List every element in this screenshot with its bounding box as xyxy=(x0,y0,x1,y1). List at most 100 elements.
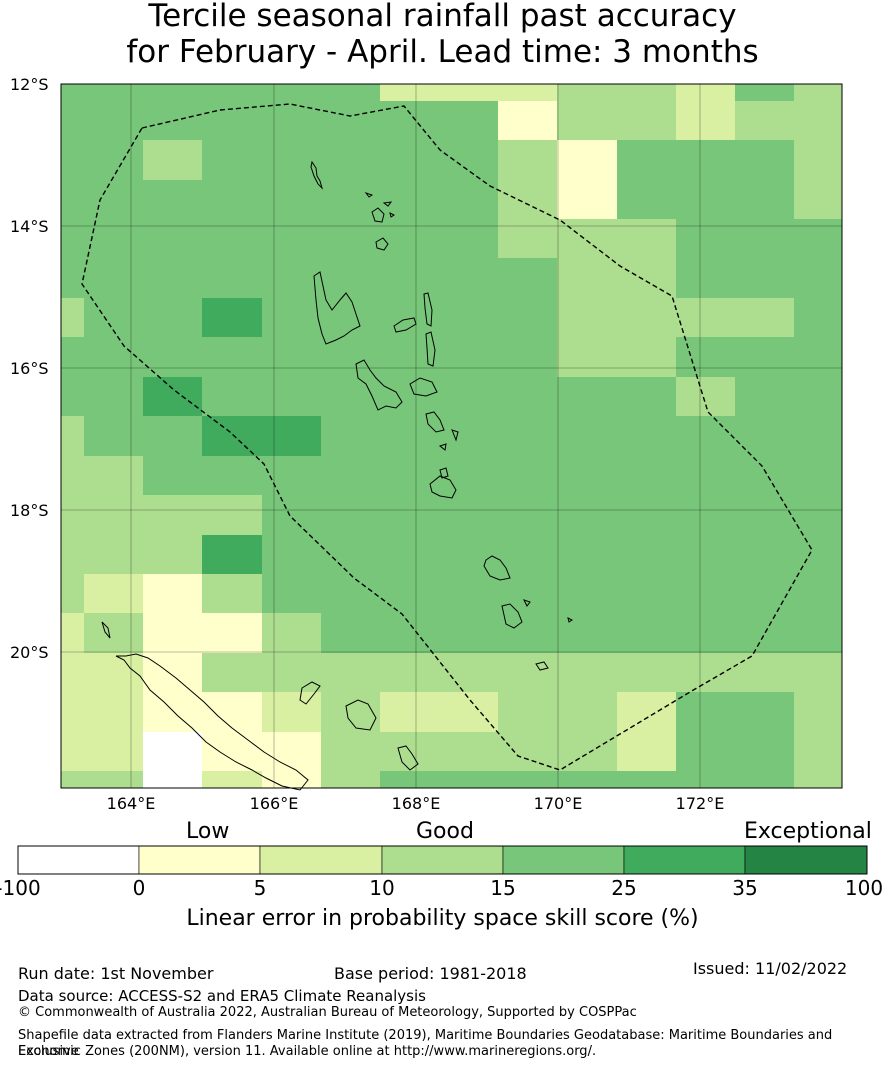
grid-cell xyxy=(380,574,440,614)
grid-cell xyxy=(498,140,558,181)
grid-cell xyxy=(321,692,381,733)
grid-cell xyxy=(557,180,618,220)
grid-cell xyxy=(557,732,618,772)
grid-cell xyxy=(498,456,558,496)
grid-cell xyxy=(557,653,618,693)
grid-cell xyxy=(794,692,843,733)
grid-cell xyxy=(321,180,381,220)
grid-cell xyxy=(84,258,144,299)
grid-cell xyxy=(439,456,499,496)
grid-cell xyxy=(380,337,440,378)
grid-cell xyxy=(143,416,203,457)
grid-cell xyxy=(557,101,618,141)
grid-cell xyxy=(498,298,558,338)
grid-cell xyxy=(735,456,795,496)
colorbar-swatch xyxy=(502,845,625,875)
grid-cell xyxy=(380,84,440,102)
grid-cell xyxy=(61,495,85,536)
legend-category-good: Good xyxy=(416,819,474,844)
grid-cell xyxy=(735,574,795,614)
grid-cell xyxy=(735,613,795,654)
colorbar-tick: 15 xyxy=(490,876,516,900)
grid-cell xyxy=(676,140,736,181)
grid-cell xyxy=(794,258,843,299)
grid-cell xyxy=(84,180,144,220)
island-tanna xyxy=(501,599,573,629)
shapefile-credit-2: Economic Zones (200NM), version 11. Avai… xyxy=(18,1044,597,1059)
grid-cell xyxy=(143,771,203,789)
island-loyalty-mare xyxy=(397,745,419,771)
grid-cell xyxy=(262,692,322,733)
legend-category-exceptional: Exceptional xyxy=(744,819,872,844)
lon-label: 164°E xyxy=(106,794,156,813)
grid-cell xyxy=(498,535,558,575)
grid-cell xyxy=(735,732,795,772)
grid-cell xyxy=(84,732,144,772)
grid-cell xyxy=(321,84,381,102)
grid-cell xyxy=(380,219,440,259)
map-title-line-1: Tercile seasonal rainfall past accuracy xyxy=(148,0,737,34)
grid-cell xyxy=(439,219,499,259)
grid-cell xyxy=(617,140,677,181)
grid-cell xyxy=(143,258,203,299)
grid-cell xyxy=(794,298,843,338)
grid-cell xyxy=(498,732,558,772)
grid-cell xyxy=(143,535,203,575)
grid-cell xyxy=(676,653,736,693)
grid-cell xyxy=(321,771,381,789)
grid-cell xyxy=(557,298,618,338)
grid-cell xyxy=(735,535,795,575)
grid-cell xyxy=(84,535,144,575)
grid-cell xyxy=(557,613,618,654)
grid-cell xyxy=(676,258,736,299)
island-malekula xyxy=(355,359,403,411)
grid-cell xyxy=(321,574,381,614)
grid-cell xyxy=(202,535,263,575)
grid-cell xyxy=(143,732,203,772)
grid-cell xyxy=(321,416,381,457)
grid-cell xyxy=(439,84,499,102)
island-loyalty-lifou xyxy=(345,699,377,731)
colorbar-tick: 100 xyxy=(844,876,884,900)
grid-cell xyxy=(321,377,381,417)
grid-cell xyxy=(794,653,843,693)
grid-cell xyxy=(617,732,677,772)
grid-cell xyxy=(61,771,85,789)
colorbar-tick: 35 xyxy=(732,876,758,900)
grid-cell xyxy=(617,416,677,457)
grid-cell xyxy=(143,377,203,417)
grid-cell xyxy=(61,377,85,417)
grid-cell xyxy=(617,298,677,338)
colorbar-tick: 5 xyxy=(253,876,267,900)
colorbar-tick: 0 xyxy=(132,876,146,900)
issued-date: Issued: 11/02/2022 xyxy=(693,959,848,978)
grid-cell xyxy=(676,180,736,220)
grid-cell xyxy=(380,535,440,575)
grid-cell xyxy=(735,377,795,417)
grid-cell xyxy=(794,416,843,457)
grid-cell xyxy=(617,101,677,141)
colorbar-swatch xyxy=(623,845,746,875)
grid-cell xyxy=(557,495,618,536)
grid-cell xyxy=(557,456,618,496)
base-period: Base period: 1981-2018 xyxy=(334,964,527,983)
grid-cell xyxy=(735,84,795,102)
grid-cell xyxy=(262,416,322,457)
grid-cell xyxy=(321,613,381,654)
grid-cell xyxy=(557,416,618,457)
grid-cell xyxy=(202,219,263,259)
colorbar-swatch xyxy=(259,845,383,875)
grid-cell xyxy=(617,692,677,733)
grid-cell xyxy=(617,771,677,789)
grid-cell xyxy=(61,732,85,772)
grid-cell xyxy=(735,180,795,220)
grid-cell xyxy=(794,101,843,141)
grid-cell xyxy=(439,613,499,654)
graticule xyxy=(61,83,842,788)
land-outlines xyxy=(101,160,573,791)
grid-cell xyxy=(676,416,736,457)
grid-cell xyxy=(321,101,381,141)
grid-cell xyxy=(794,495,843,536)
grid-cell xyxy=(61,298,85,338)
grid-cell xyxy=(439,732,499,772)
